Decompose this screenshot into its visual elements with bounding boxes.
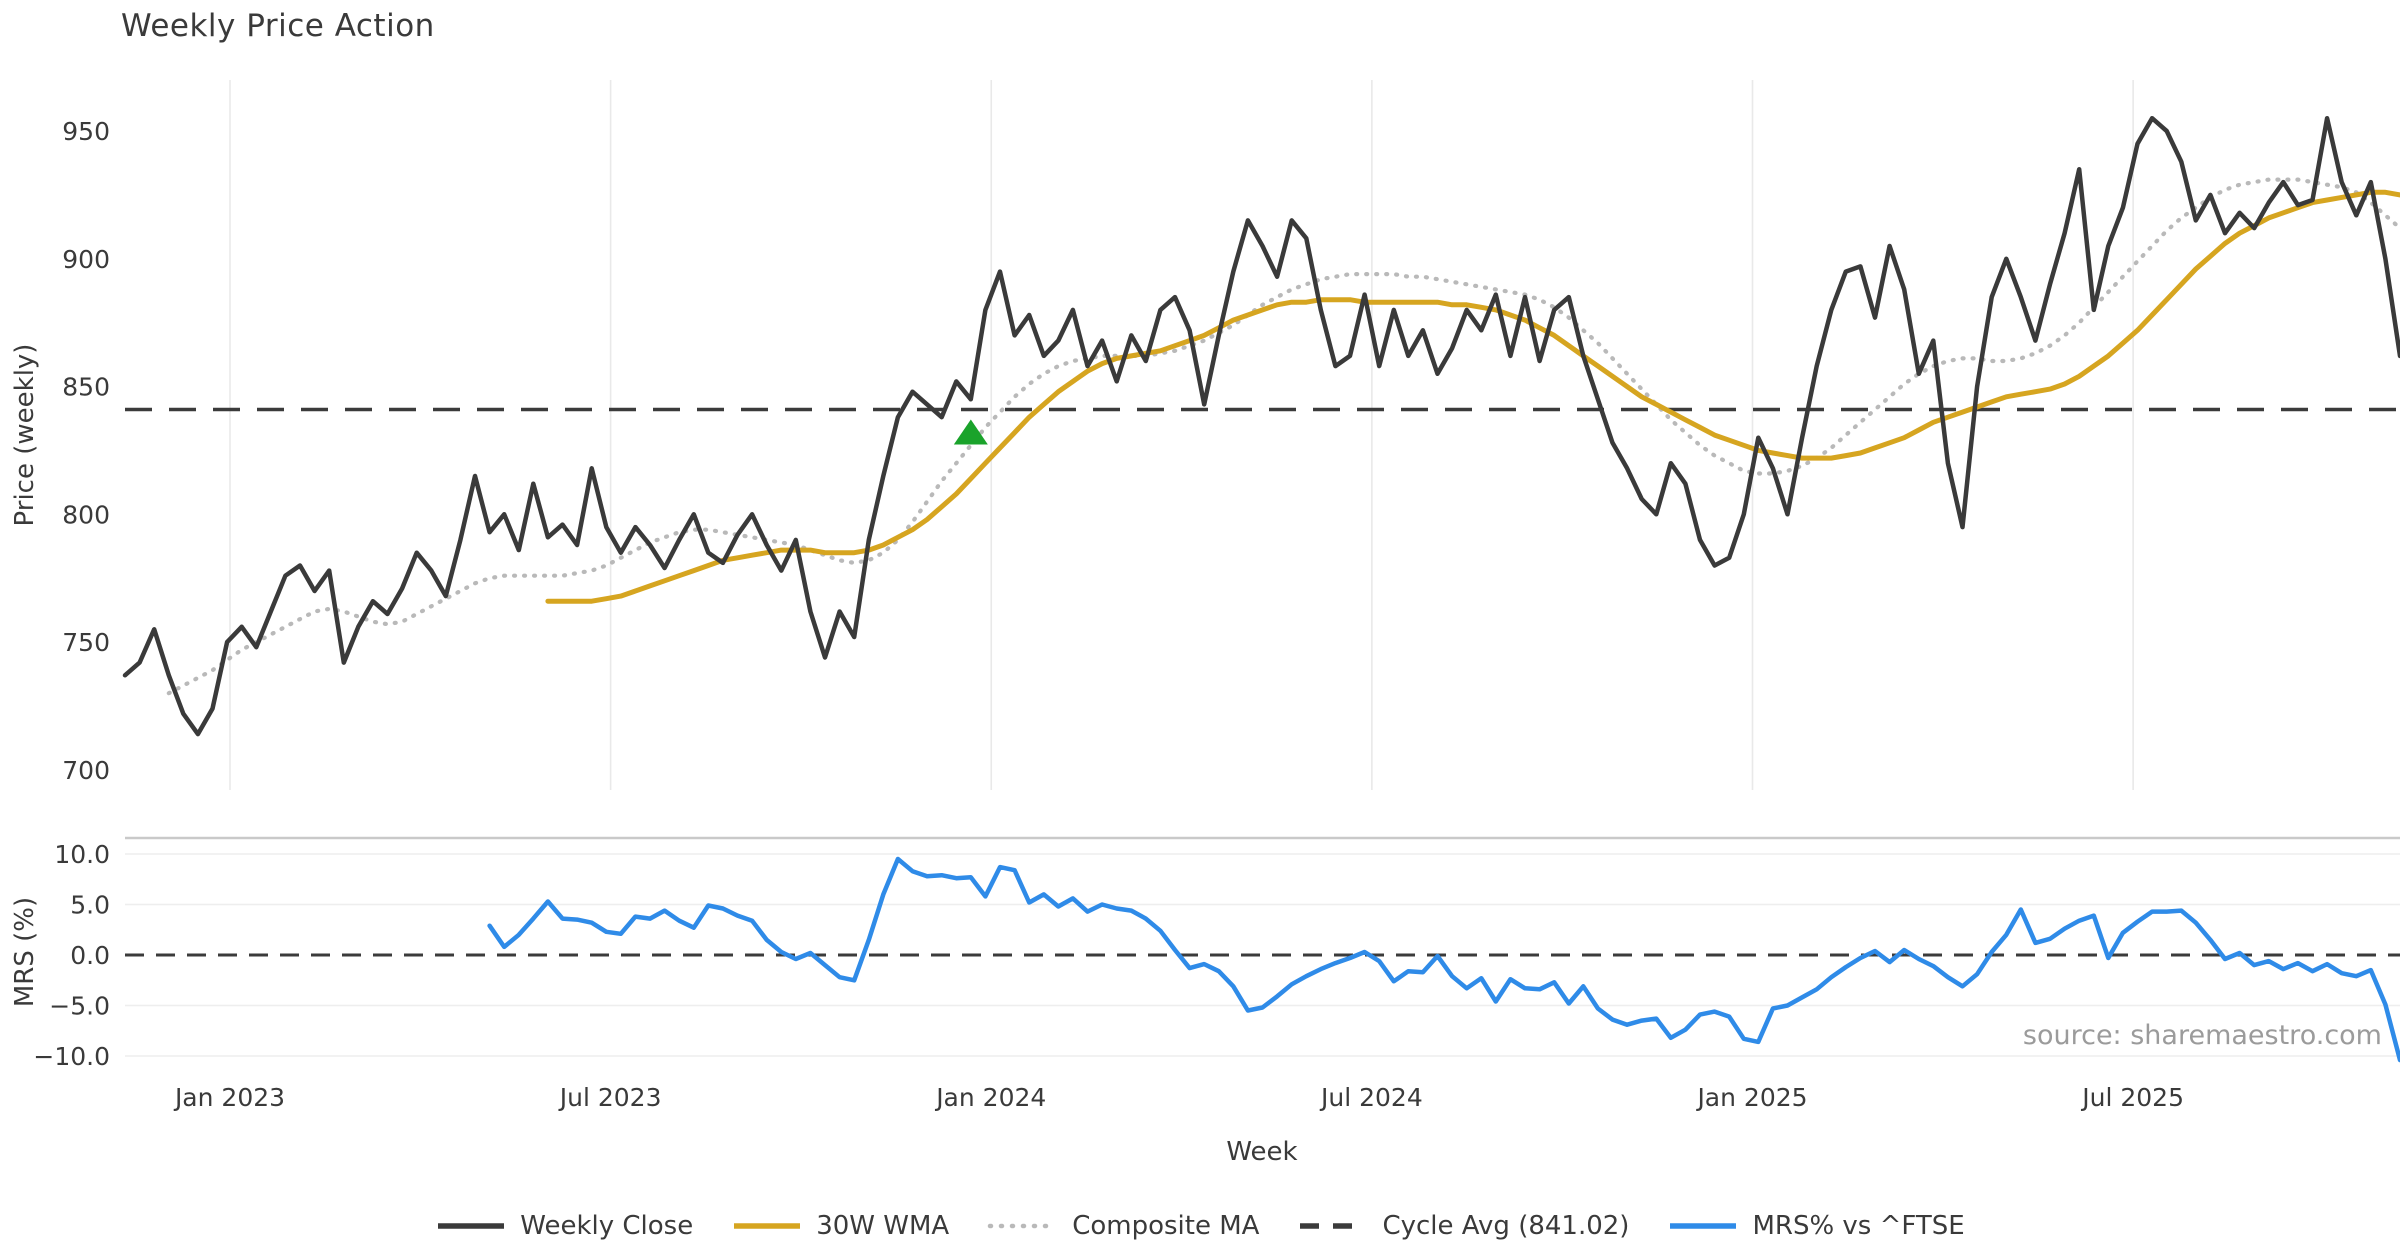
x-tick-label: Jul 2024 <box>1319 1083 1423 1112</box>
x-tick-label: Jan 2024 <box>934 1083 1046 1112</box>
signal-triangle-marker <box>953 419 988 445</box>
legend-label: Cycle Avg (841.02) <box>1382 1211 1630 1241</box>
mrs-line <box>487 856 2400 1063</box>
x-tick-label: Jan 2023 <box>173 1083 285 1112</box>
legend-item-cycle-avg-841-02: Cycle Avg (841.02) <box>1297 1211 1629 1241</box>
wma-line <box>545 189 2400 604</box>
price-axis-label: Price (weekly) <box>10 344 40 527</box>
x-tick-label: Jul 2025 <box>2080 1083 2184 1112</box>
price-tick-label: 950 <box>62 117 110 146</box>
legend-item-weekly-close: Weekly Close <box>435 1211 693 1241</box>
data-lines <box>122 115 2400 1063</box>
mrs-tick-label: −5.0 <box>49 992 110 1021</box>
legend-label: Weekly Close <box>520 1211 694 1241</box>
mrs-tick-label: 5.0 <box>70 891 110 920</box>
mrs-tick-label: 0.0 <box>70 941 110 970</box>
mrs-tick-label: 10.0 <box>54 840 110 869</box>
legend-swatch-icon <box>1670 1223 1737 1229</box>
legend-label: 30W WMA <box>816 1211 950 1241</box>
price-tick-label: 700 <box>62 756 110 785</box>
week-axis-label: Week <box>1226 1137 1297 1167</box>
legend-swatch-icon <box>987 1223 1059 1229</box>
legend-item-mrs-vs-ftse: MRS% vs ^FTSE <box>1667 1211 1965 1241</box>
legend-item-composite-ma: Composite MA <box>987 1211 1259 1241</box>
gridlines <box>125 80 2400 1057</box>
price-tick-label: 900 <box>62 245 110 274</box>
legend-label: MRS% vs ^FTSE <box>1752 1211 1965 1241</box>
price-tick-label: 750 <box>62 628 110 657</box>
x-tick-label: Jan 2025 <box>1695 1083 1807 1112</box>
tick-labels: Jan 2023 Jul 2023 Jan 2024 Jul 2024 Jan 2025… <box>33 117 2184 1112</box>
legend-swatch-icon <box>438 1223 505 1229</box>
reference-lines <box>125 407 2400 957</box>
page-title: Weekly Price Action <box>121 8 435 44</box>
mrs-axis-label: MRS (%) <box>10 897 40 1007</box>
x-tick-label: Jul 2023 <box>558 1083 662 1112</box>
source-note: source: sharemaestro.com <box>2023 1020 2382 1051</box>
price-tick-label: 800 <box>62 500 110 529</box>
legend-label: Composite MA <box>1072 1211 1260 1241</box>
price-tick-label: 850 <box>62 373 110 402</box>
weekly-close-line <box>122 115 2400 737</box>
legend-item-30w-wma: 30W WMA <box>731 1211 949 1241</box>
legend-swatch-icon <box>734 1223 801 1229</box>
legend-swatch-icon <box>1300 1223 1367 1229</box>
chart-legend: Weekly Close 30W WMA Composite MA Cycle Avg… <box>0 1211 2400 1241</box>
mrs-tick-label: −10.0 <box>33 1042 110 1071</box>
